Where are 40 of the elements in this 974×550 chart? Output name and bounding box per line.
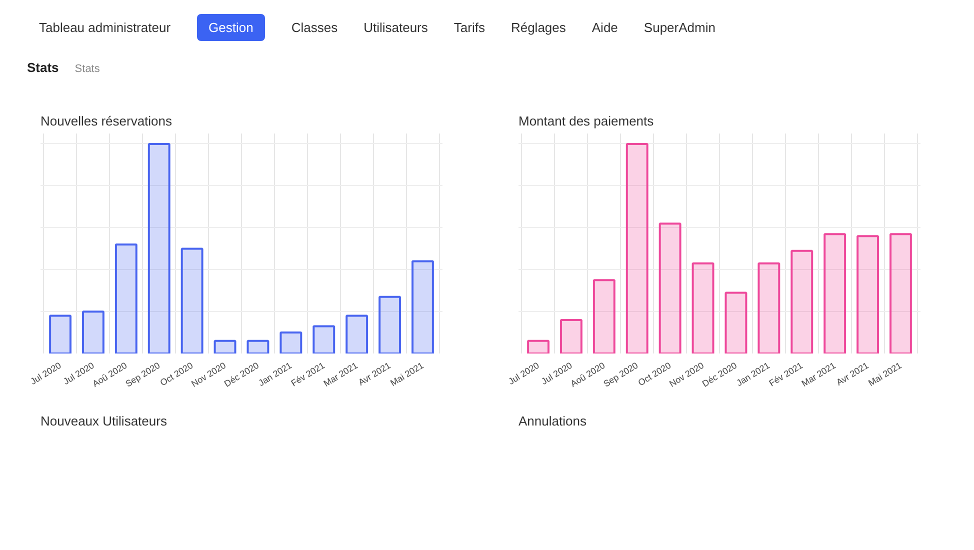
- bar: [890, 233, 912, 354]
- x-tick-label: Jul 2020: [506, 360, 541, 387]
- text: Stats: [27, 60, 59, 75]
- bar: [824, 233, 846, 354]
- chart-title: Nouvelles réservations: [40, 114, 173, 128]
- bar: [658, 222, 682, 354]
- bar: [692, 262, 714, 354]
- text: Utilisateurs: [364, 20, 428, 35]
- text: Tarifs: [454, 20, 485, 35]
- bar: [560, 318, 582, 354]
- bar: [412, 260, 434, 354]
- text: Annulations: [518, 414, 587, 428]
- bar: [790, 250, 814, 354]
- bar: [626, 142, 648, 354]
- bar: [214, 340, 236, 354]
- text: Tableau administrateur: [39, 20, 171, 35]
- bar: [114, 244, 138, 354]
- text: Nouveaux Utilisateurs: [40, 414, 168, 428]
- text: Aide: [592, 20, 618, 35]
- bar: [378, 296, 401, 354]
- bar: [724, 292, 748, 354]
- bar: [312, 325, 336, 354]
- bar: [592, 279, 616, 354]
- chart-title: Montant des paiements: [518, 114, 654, 128]
- bar: [527, 340, 550, 354]
- bar: [246, 340, 270, 354]
- bar: [346, 314, 368, 354]
- text: SuperAdmin: [644, 20, 716, 35]
- bar: [180, 248, 204, 354]
- bar: [82, 310, 104, 354]
- bar: [49, 314, 72, 354]
- x-tick-label: Jul 2020: [28, 360, 63, 387]
- text: Réglages: [510, 20, 566, 35]
- text: Stats: [74, 63, 100, 75]
- bar: [758, 262, 780, 354]
- text: Classes: [291, 20, 338, 35]
- bar: [148, 142, 170, 354]
- bar: [280, 332, 302, 354]
- bar: [856, 235, 879, 354]
- text: Gestion: [196, 14, 266, 41]
